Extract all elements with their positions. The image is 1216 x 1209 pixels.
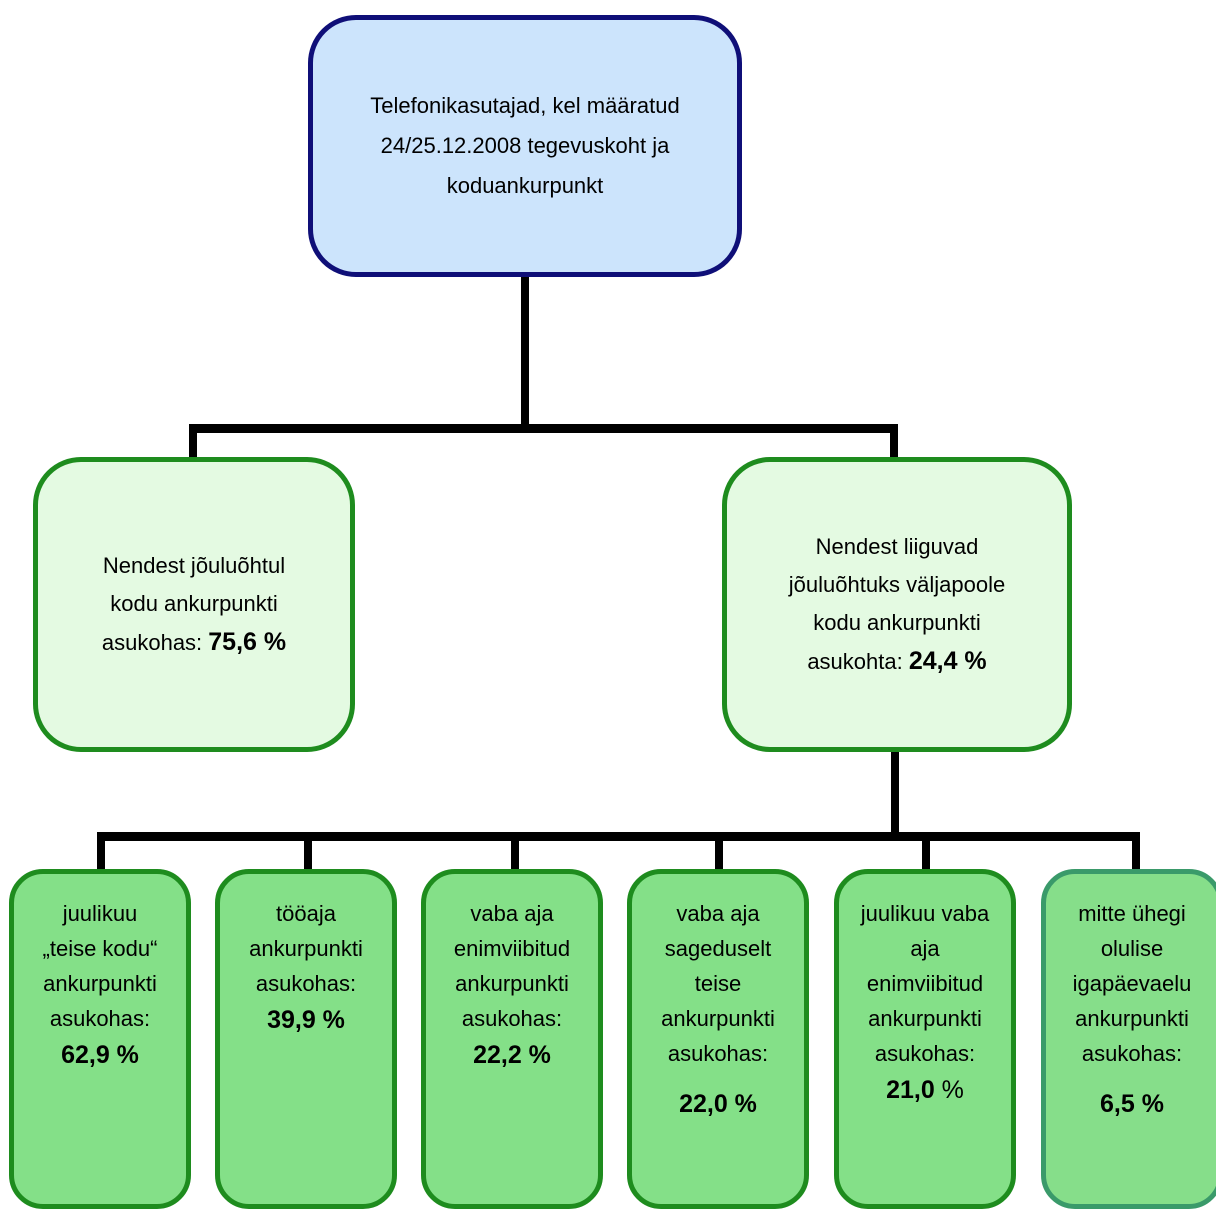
connector-to-leaf-2 (304, 832, 312, 870)
level1-node-home: Nendest jõuluõhtul kodu ankurpunkti asuk… (33, 457, 355, 752)
leaf-line: vaba aja (676, 901, 760, 926)
connector-to-left-box (189, 424, 197, 458)
leaf-line: juulikuu (62, 901, 138, 926)
connector-root-trunk (521, 277, 529, 432)
leaf-line: sageduselt (664, 936, 772, 961)
node-value-line: asukohta: 24,4 % (807, 642, 986, 681)
node-value: 75,6 % (208, 628, 287, 656)
leaf-line: olulise (1100, 936, 1164, 961)
root-line: 24/25.12.2008 tegevuskoht ja (380, 133, 670, 158)
leaf-line: ankurpunkti (43, 971, 157, 996)
leaf-value: 21,0 (886, 1076, 935, 1104)
leaf-line: igapäevaelu (1072, 971, 1192, 996)
leaf-node-leisure-most: vaba aja enimviibitud ankurpunkti asukoh… (421, 869, 603, 1209)
node-line: Nendest jõuluõhtul (102, 553, 286, 578)
leaf-line: juulikuu vaba (860, 901, 990, 926)
connector-to-right-box (890, 424, 898, 458)
leaf-line: ankurpunkti (868, 1006, 982, 1031)
connector-level1-bar (189, 424, 898, 433)
leaf-value-unit: % (934, 1076, 964, 1104)
leaf-value: 39,9 % (267, 1006, 345, 1034)
leaf-line: ankurpunkti (455, 971, 569, 996)
leaf-line: tööaja (276, 901, 336, 926)
leaf-node-leisure-second: vaba aja sageduselt teise ankurpunkti as… (627, 869, 809, 1209)
leaf-line: teise (694, 971, 742, 996)
node-value-line: asukohas: 75,6 % (102, 623, 286, 662)
connector-to-leaf-5 (922, 832, 930, 870)
leaf-value: 22,0 % (679, 1090, 757, 1118)
leaf-node-work: tööaja ankurpunkti asukohas: 39,9 % (215, 869, 397, 1209)
connector-to-leaf-3 (511, 832, 519, 870)
leaf-value: 22,2 % (473, 1041, 551, 1069)
root-node: Telefonikasutajad, kel määratud 24/25.12… (308, 15, 742, 277)
connector-to-leaf-4 (715, 832, 723, 870)
leaf-line: asukohas: (461, 1006, 563, 1031)
leaf-value-line: 21,0 % (886, 1073, 964, 1108)
leaf-line: enimviibitud (453, 936, 571, 961)
connector-level2-bar (97, 832, 1140, 841)
leaf-line: enimviibitud (866, 971, 984, 996)
leaf-value: 6,5 % (1100, 1090, 1164, 1118)
node-line: kodu ankurpunkti (813, 610, 981, 635)
leaf-value: 62,9 % (61, 1041, 139, 1069)
leaf-node-no-anchor: mitte ühegi olulise igapäevaelu ankurpun… (1041, 869, 1216, 1209)
leaf-line: vaba aja (470, 901, 554, 926)
level1-node-away: Nendest liiguvad jõuluõhtuks väljapoole … (722, 457, 1072, 752)
connector-right-trunk (891, 752, 899, 840)
leaf-line: asukohas: (874, 1041, 976, 1066)
node-line: Nendest liiguvad (815, 534, 979, 559)
leaf-line: asukohas: (255, 971, 357, 996)
leaf-line: asukohas: (1081, 1041, 1183, 1066)
leaf-line: asukohas: (49, 1006, 151, 1031)
connector-to-leaf-6 (1132, 832, 1140, 870)
leaf-line: „teise kodu“ (42, 936, 158, 961)
leaf-line: asukohas: (667, 1041, 769, 1066)
leaf-line: ankurpunkti (1075, 1006, 1189, 1031)
value-prefix: asukohta: (807, 649, 909, 674)
leaf-line: ankurpunkti (249, 936, 363, 961)
connector-to-leaf-1 (97, 832, 105, 870)
value-prefix: asukohas: (101, 630, 209, 655)
leaf-line: mitte ühegi (1078, 901, 1186, 926)
leaf-node-second-home: juulikuu „teise kodu“ ankurpunkti asukoh… (9, 869, 191, 1209)
leaf-line: ankurpunkti (661, 1006, 775, 1031)
node-line: jõuluõhtuks väljapoole (788, 572, 1006, 597)
leaf-line: aja (910, 936, 940, 961)
leaf-node-july-leisure: juulikuu vaba aja enimviibitud ankurpunk… (834, 869, 1016, 1209)
node-line: kodu ankurpunkti (110, 591, 278, 616)
root-line: Telefonikasutajad, kel määratud (370, 93, 680, 118)
node-value: 24,4 % (908, 647, 987, 675)
root-line: koduankurpunkt (446, 173, 604, 198)
